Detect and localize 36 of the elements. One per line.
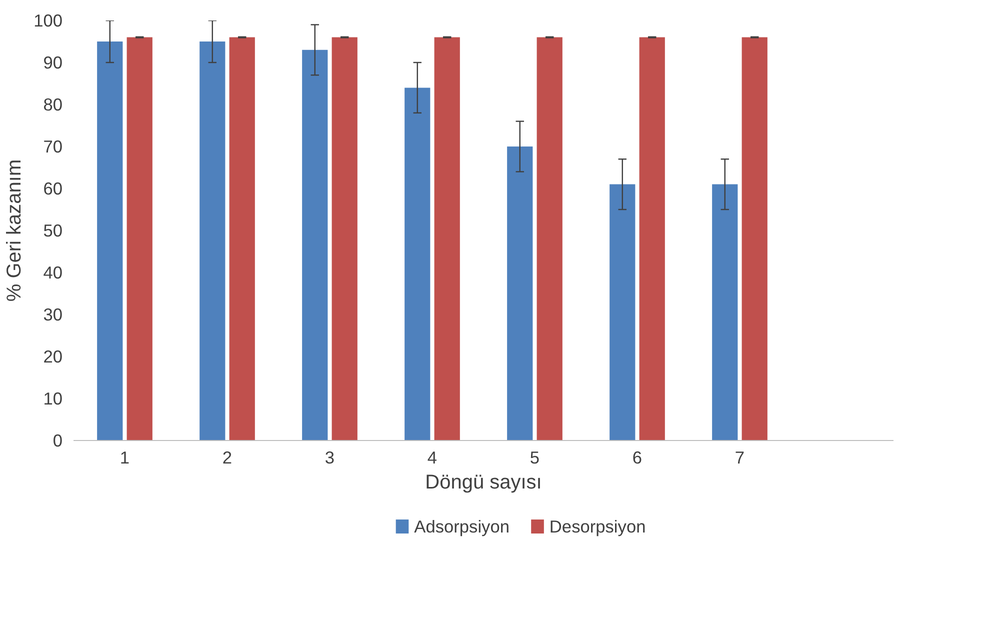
bar — [404, 88, 430, 440]
bar — [610, 184, 636, 440]
bar — [200, 42, 226, 440]
y-tick-label: 20 — [43, 346, 63, 366]
y-tick-label: 10 — [43, 388, 63, 408]
bar — [507, 146, 533, 440]
x-tick-label: 5 — [530, 448, 540, 468]
x-tick-label: 2 — [222, 448, 232, 468]
bar — [97, 42, 123, 440]
x-axis-title: Döngü sayısı — [425, 472, 542, 494]
y-tick-label: 40 — [43, 262, 63, 282]
bar — [302, 50, 328, 440]
bar — [712, 184, 738, 440]
x-tick-label: 6 — [632, 448, 642, 468]
y-tick-label: 0 — [52, 430, 63, 450]
bar — [639, 37, 665, 440]
legend-label: Desorpsiyon — [549, 516, 646, 536]
y-axis-title: % Geri kazanım — [4, 159, 26, 302]
y-tick-label: 100 — [34, 10, 63, 30]
x-tick-label: 3 — [324, 448, 335, 468]
bar — [536, 37, 562, 440]
x-tick-label: 1 — [120, 448, 130, 468]
y-tick-label: 60 — [43, 178, 63, 198]
x-tick-label: 7 — [734, 448, 745, 468]
legend-label: Adsorpsiyon — [414, 516, 510, 536]
y-tick-label: 90 — [43, 52, 63, 72]
y-tick-label: 80 — [43, 94, 63, 114]
y-tick-label: 30 — [43, 304, 63, 324]
bar — [742, 37, 768, 440]
bar — [229, 37, 255, 440]
x-tick-label: 4 — [427, 448, 438, 468]
bar — [332, 37, 358, 440]
bar — [126, 37, 152, 440]
bar — [434, 37, 460, 440]
y-tick-label: 70 — [43, 136, 63, 156]
y-tick-label: 50 — [43, 220, 63, 240]
